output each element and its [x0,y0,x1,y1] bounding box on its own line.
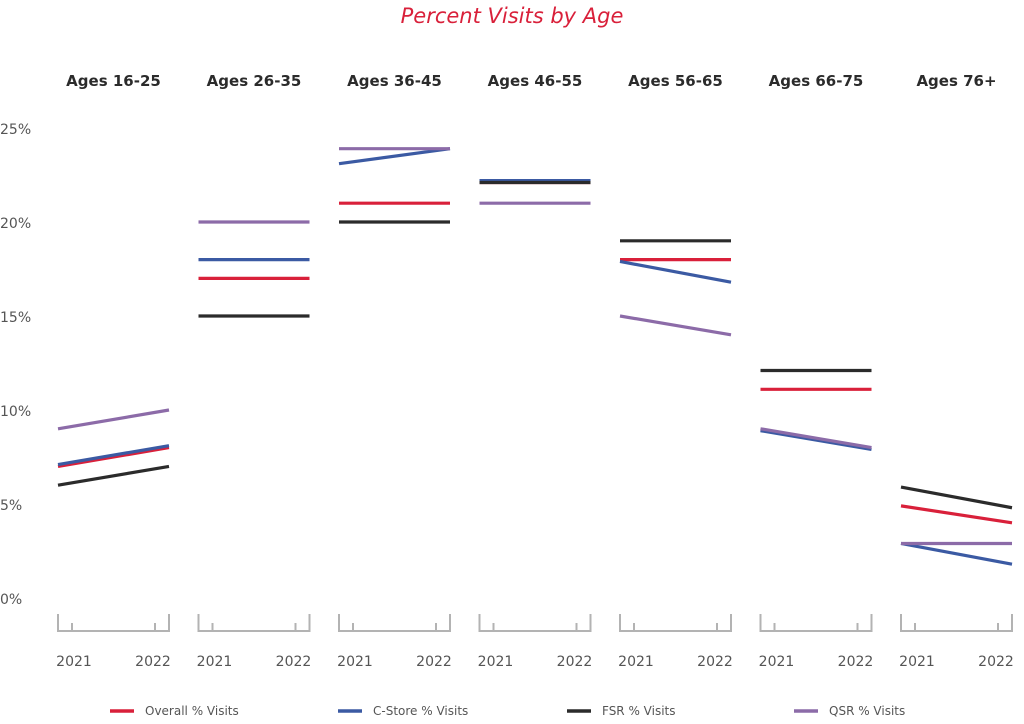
series-line-overall-visits [57,446,170,468]
x-tick-label: 2021 [759,654,795,670]
legend-label: Overall % Visits [145,704,239,718]
legend-item: QSR % Visits [794,704,905,718]
panel: Ages 36-45 2021 2022 [337,72,452,670]
x-tick-label: 2021 [618,654,654,670]
panel: Ages 26-35 2021 2022 [197,72,312,670]
panel-title: Ages 46-55 [488,72,583,90]
y-tick-label: 25% [0,122,31,138]
panel: Ages 76+ 2021 2022 [899,72,1014,670]
x-tick-label: 2022 [416,654,452,670]
legend-item: FSR % Visits [567,704,676,718]
panel-title: Ages 26-35 [207,72,302,90]
panel-title: Ages 66-75 [769,72,864,90]
x-tick-label: 2022 [978,654,1014,670]
panel-title: Ages 16-25 [66,72,161,90]
panel: Ages 46-55 2021 2022 [478,72,593,670]
y-tick-label: 20% [0,216,31,232]
x-tick-label: 2022 [276,654,312,670]
x-tick-label: 2022 [838,654,874,670]
series-line-fsr-visits [57,464,170,487]
legend: Overall % Visits C-Store % Visits FSR % Vi… [110,704,905,718]
x-axis [619,614,732,632]
x-tick-label: 2022 [135,654,171,670]
y-axis: 0% 5% 10% 15% 20% 25% [0,122,31,608]
panel-title: Ages 76+ [916,72,996,90]
legend-item: C-Store % Visits [338,704,468,718]
x-axis [57,614,170,632]
chart-title: Percent Visits by Age [401,4,624,28]
x-axis [478,614,592,632]
legend-label: QSR % Visits [829,704,905,718]
series-line-c-store-visits [619,259,732,284]
legend-label: FSR % Visits [602,704,676,718]
y-tick-label: 0% [0,592,22,608]
panel-title: Ages 36-45 [347,72,442,90]
x-axis [759,614,873,632]
y-tick-label: 10% [0,404,31,420]
panel-title: Ages 56-65 [628,72,723,90]
legend-item: Overall % Visits [110,704,239,718]
panel: Ages 66-75 2021 2022 [759,72,874,670]
x-tick-label: 2021 [478,654,514,670]
x-axis [900,614,1013,632]
x-axis [197,614,311,632]
series-line-qsr-visits [760,427,872,450]
series-line-fsr-visits [900,485,1013,510]
series-line-c-store-visits [57,444,170,467]
panel: Ages 16-25 2021 2022 [56,72,171,670]
legend-label: C-Store % Visits [373,704,468,718]
x-tick-label: 2021 [197,654,233,670]
series-line-qsr-visits [619,314,732,337]
x-tick-label: 2021 [899,654,935,670]
y-tick-label: 15% [0,310,31,326]
x-tick-label: 2021 [337,654,373,670]
x-tick-label: 2022 [697,654,733,670]
x-axis [338,614,451,632]
series-line-overall-visits [900,504,1013,525]
x-tick-label: 2022 [557,654,593,670]
series-line-c-store-visits [760,429,872,452]
series-line-c-store-visits [900,541,1013,566]
panel: Ages 56-65 2021 2022 [618,72,733,670]
x-tick-label: 2021 [56,654,92,670]
series-line-qsr-visits [57,408,170,431]
y-tick-label: 5% [0,498,22,514]
series-line-c-store-visits [338,147,451,166]
